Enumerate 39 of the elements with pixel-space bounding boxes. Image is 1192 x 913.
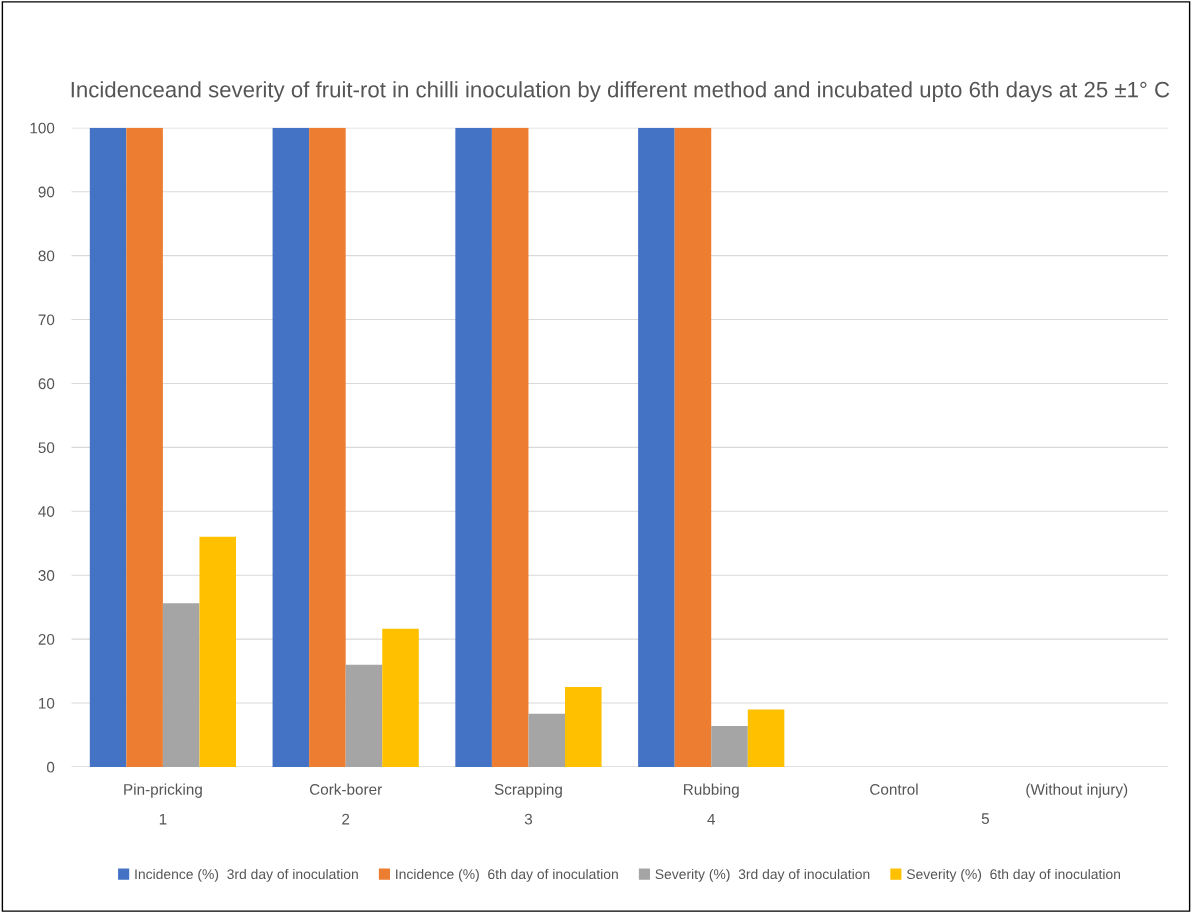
x-tick-label: (Without injury) <box>1026 783 1128 798</box>
bar <box>199 536 237 767</box>
legend-label: Severity (%) 6th day of inoculation <box>906 868 1121 882</box>
legend-label: Severity (%) 3rd day of inoculation <box>655 868 870 882</box>
y-tick-label: 100 <box>30 122 55 134</box>
y-tick-label: 60 <box>38 378 55 390</box>
y-tick-label: 10 <box>39 697 55 709</box>
bar <box>711 726 748 767</box>
bar <box>162 603 200 767</box>
y-tick-label: 0 <box>46 761 55 773</box>
category-label: Cork-borer 2 <box>309 783 382 825</box>
y-tick-label: 50 <box>38 442 55 454</box>
text: 5 <box>981 813 989 824</box>
y-tick-label: 70 <box>38 314 55 326</box>
x-tick-label: Scrapping 3 <box>494 783 562 825</box>
x-tick-label: Control <box>870 783 918 795</box>
bar <box>638 127 675 767</box>
y-tick-label: 90 <box>38 186 55 198</box>
y-tick-label: 40 <box>38 506 55 517</box>
bar <box>126 127 163 767</box>
y-tick-label: 80 <box>38 250 55 262</box>
bar <box>272 127 310 767</box>
y-tick-label: 30 <box>38 570 55 581</box>
bar <box>747 709 785 767</box>
bar <box>382 628 419 767</box>
bar <box>89 127 127 767</box>
bar <box>309 127 346 767</box>
chart-title: Incidenceand severity of fruit-rot in chilli inoculation by different method and incubated upto 6th days at 25 ±1° C <box>71 81 1170 102</box>
bar <box>455 127 492 767</box>
legend-label: Incidence (%) 3rd day of inoculation <box>135 868 358 882</box>
bar <box>528 713 566 767</box>
bar <box>491 127 529 767</box>
x-tick-label: Rubbing 4 <box>684 783 739 825</box>
bar <box>674 127 712 767</box>
y-tick-label: 20 <box>38 633 55 645</box>
bar <box>345 664 383 767</box>
legend-label: Incidence (%) 6th day of inoculation <box>396 868 618 882</box>
x-tick-label: Pin-pricking 1 <box>124 783 202 825</box>
bar <box>565 687 602 767</box>
